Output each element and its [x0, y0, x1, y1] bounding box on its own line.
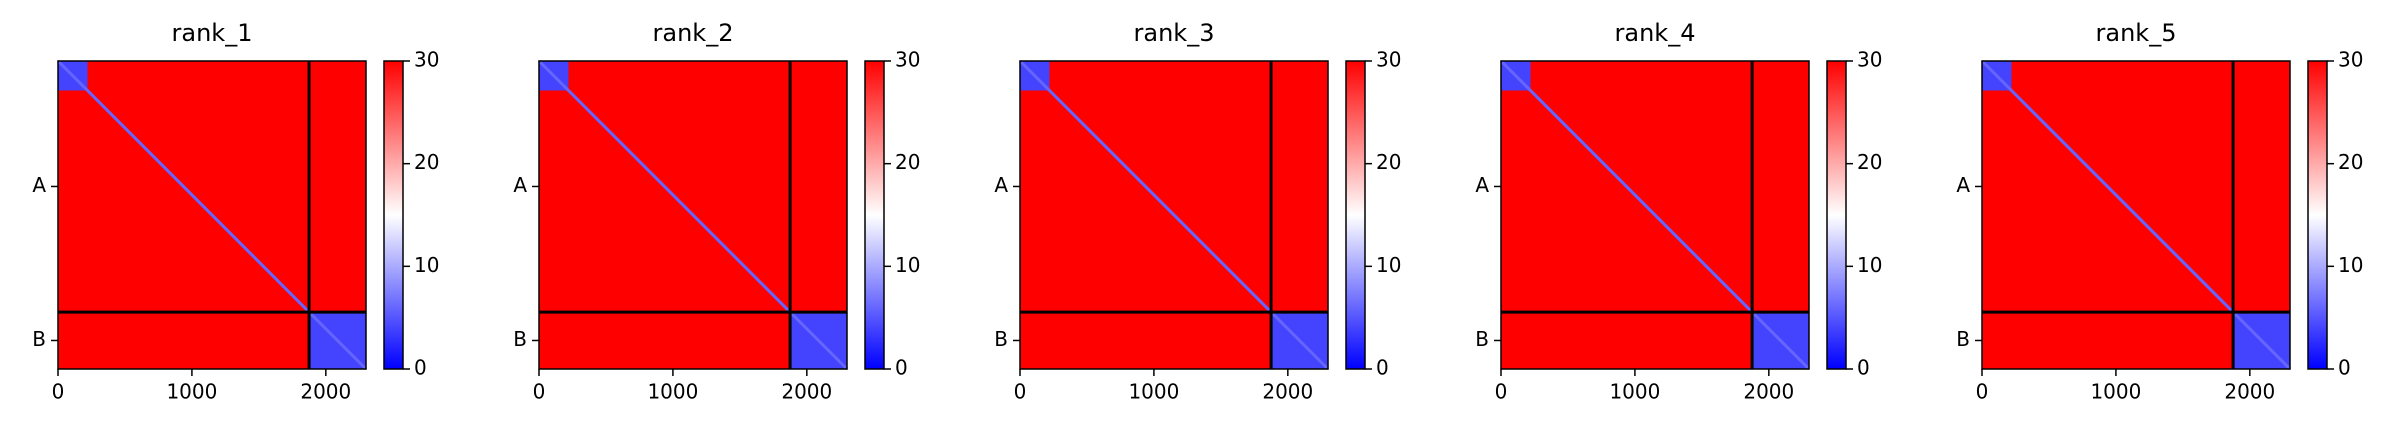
y-tick-label: A: [32, 173, 46, 197]
y-tick-label: A: [1956, 173, 1970, 197]
colorbar-tick-label: 20: [895, 150, 920, 174]
colorbar: [2307, 60, 2328, 370]
axes-frame: [1981, 60, 2291, 370]
y-tick-label: B: [513, 327, 527, 351]
axes-frame: [538, 60, 848, 370]
axes-frame: [57, 60, 367, 370]
x-tick-label: 0: [52, 380, 65, 404]
colorbar: [1826, 60, 1847, 370]
x-tick-label: 2000: [2224, 380, 2275, 404]
colorbar-tick-label: 30: [414, 48, 439, 72]
x-tick-label: 2000: [300, 380, 351, 404]
colorbar-tick-label: 30: [895, 48, 920, 72]
x-tick-label: 1000: [1609, 380, 1660, 404]
heatmap-diagonal: [56, 59, 368, 371]
colorbar-tick-label: 20: [1376, 150, 1401, 174]
chart-title: rank_3: [1134, 19, 1215, 47]
colorbar-tick-label: 0: [895, 356, 908, 380]
x-tick-label: 1000: [2090, 380, 2141, 404]
colorbar-tick-label: 10: [895, 253, 920, 277]
y-tick-label: A: [513, 173, 527, 197]
axes-frame: [1019, 60, 1329, 370]
colorbar-tick-label: 0: [1857, 356, 1870, 380]
colorbar-tick-label: 30: [1376, 48, 1401, 72]
colorbar: [1345, 60, 1366, 370]
chart-title: rank_5: [2096, 19, 2177, 47]
y-tick-label: B: [994, 327, 1008, 351]
x-tick-label: 2000: [781, 380, 832, 404]
colorbar-tick-label: 20: [414, 150, 439, 174]
x-tick-label: 0: [1014, 380, 1027, 404]
chart-title: rank_1: [172, 19, 253, 47]
y-tick-label: A: [1475, 173, 1489, 197]
colorbar-tick-label: 0: [1376, 356, 1389, 380]
colorbar-tick-label: 10: [414, 253, 439, 277]
axes-frame: [1500, 60, 1810, 370]
colorbar-tick-label: 10: [1376, 253, 1401, 277]
colorbar: [864, 60, 885, 370]
x-tick-label: 0: [1976, 380, 1989, 404]
colorbar-tick-label: 10: [2338, 253, 2363, 277]
y-tick-label: B: [32, 327, 46, 351]
chart-title: rank_4: [1615, 19, 1696, 47]
x-tick-label: 1000: [166, 380, 217, 404]
x-tick-label: 0: [533, 380, 546, 404]
y-tick-label: B: [1956, 327, 1970, 351]
colorbar-tick-label: 0: [414, 356, 427, 380]
heatmap-diagonal: [1018, 59, 1330, 371]
y-tick-label: B: [1475, 327, 1489, 351]
y-tick-label: A: [994, 173, 1008, 197]
colorbar: [383, 60, 404, 370]
x-tick-label: 1000: [647, 380, 698, 404]
heatmap-diagonal: [1499, 59, 1811, 371]
colorbar-tick-label: 20: [1857, 150, 1882, 174]
heatmap-diagonal: [1980, 59, 2292, 371]
colorbar-tick-label: 20: [2338, 150, 2363, 174]
x-tick-label: 1000: [1128, 380, 1179, 404]
heatmap-diagonal: [537, 59, 849, 371]
colorbar-tick-label: 0: [2338, 356, 2351, 380]
chart-title: rank_2: [653, 19, 734, 47]
colorbar-tick-label: 10: [1857, 253, 1882, 277]
colorbar-tick-label: 30: [1857, 48, 1882, 72]
colorbar-tick-label: 30: [2338, 48, 2363, 72]
x-tick-label: 2000: [1743, 380, 1794, 404]
x-tick-label: 0: [1495, 380, 1508, 404]
x-tick-label: 2000: [1262, 380, 1313, 404]
